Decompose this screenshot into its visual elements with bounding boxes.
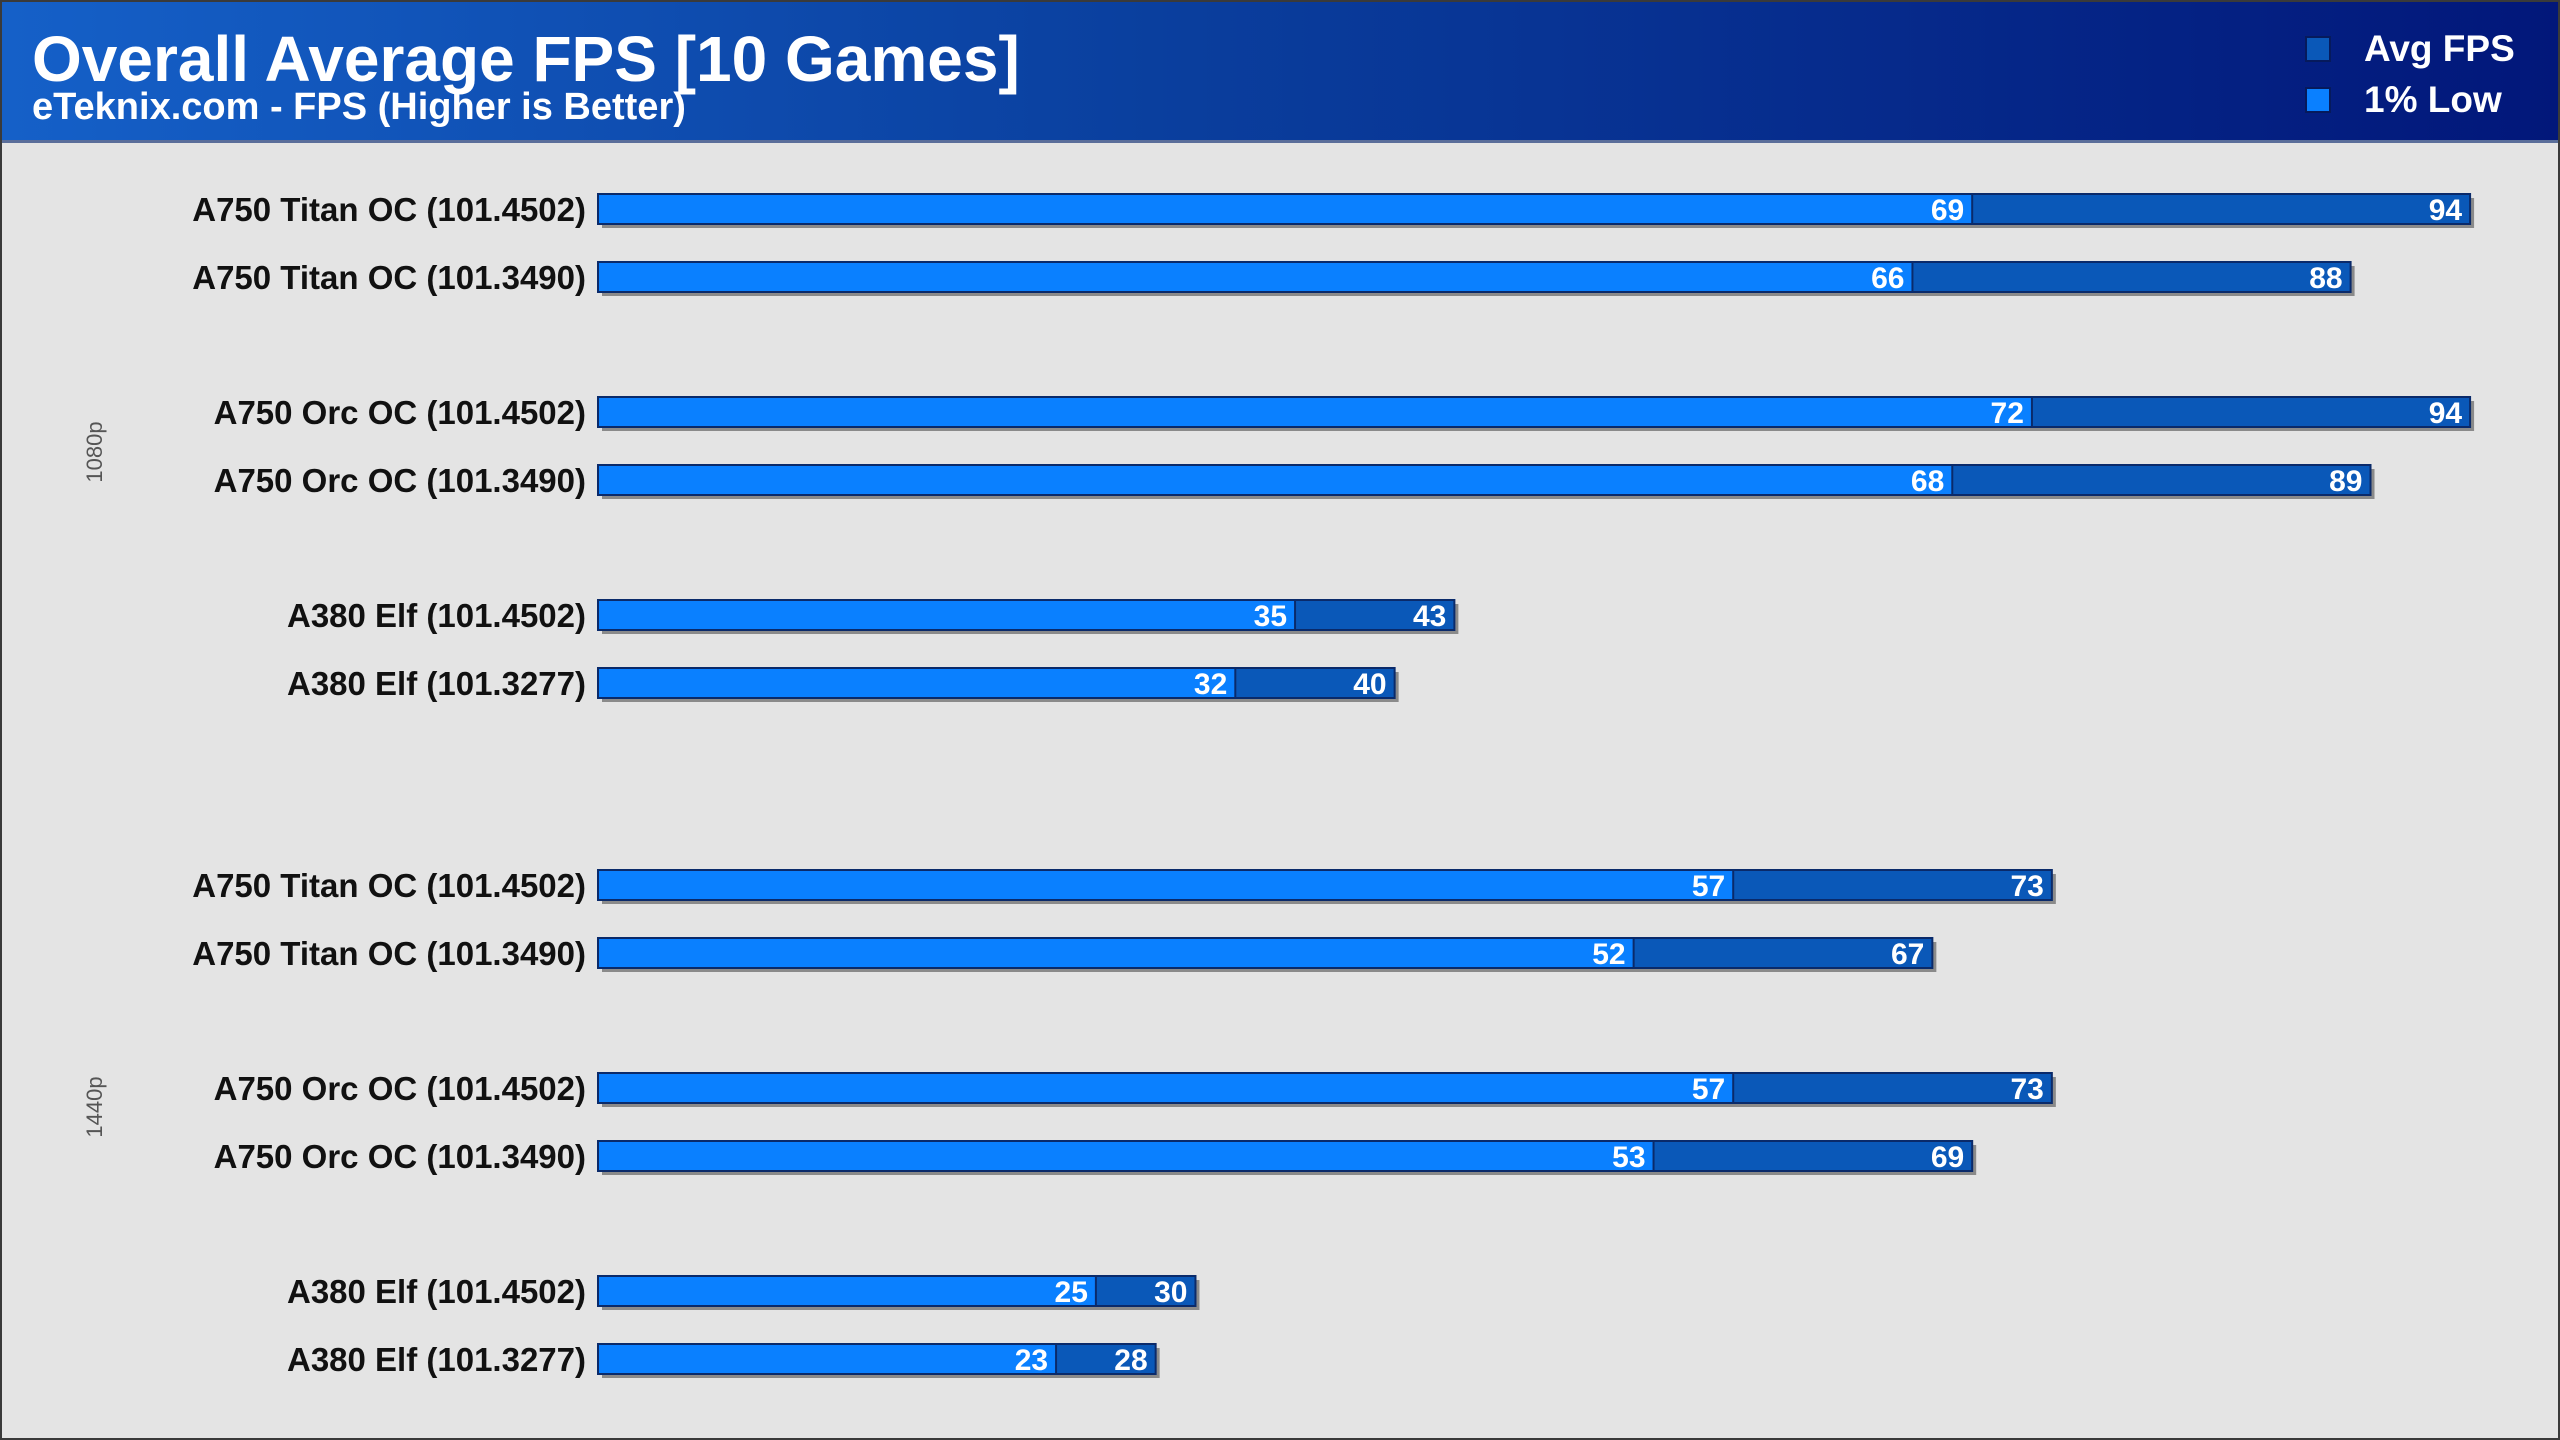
value-label-1pct-low: 23 — [1015, 1344, 1048, 1377]
bar-1pct-low — [597, 599, 1297, 631]
value-label-1pct-low: 69 — [1931, 194, 1964, 227]
value-label-avg-fps: 94 — [2429, 397, 2463, 430]
value-label-avg-fps: 43 — [1413, 600, 1446, 633]
value-label-1pct-low: 35 — [1254, 600, 1287, 633]
value-label-1pct-low: 52 — [1592, 938, 1625, 971]
group-label-1080p: 1080p — [82, 421, 107, 482]
value-label-1pct-low: 57 — [1692, 870, 1725, 903]
bar-1pct-low — [597, 667, 1237, 699]
value-label-1pct-low: 53 — [1612, 1141, 1645, 1174]
bar-1pct-low — [597, 937, 1635, 969]
bar-1pct-low — [597, 1343, 1058, 1375]
category-label: A750 Orc OC (101.4502) — [214, 1070, 586, 1107]
value-label-avg-fps: 73 — [2010, 1073, 2043, 1106]
chart-header: Overall Average FPS [10 Games] eTeknix.c… — [2, 2, 2558, 143]
category-label: A380 Elf (101.4502) — [287, 597, 586, 634]
value-label-avg-fps: 73 — [2010, 870, 2043, 903]
value-label-1pct-low: 57 — [1692, 1073, 1725, 1106]
bar-1pct-low — [597, 1140, 1655, 1172]
value-label-1pct-low: 72 — [1991, 397, 2024, 430]
category-label: A750 Orc OC (101.3490) — [214, 1138, 586, 1175]
category-label: A380 Elf (101.3277) — [287, 1341, 586, 1378]
bar-1pct-low — [597, 869, 1735, 901]
chart-title: Overall Average FPS [10 Games] — [32, 23, 1020, 95]
bar-1pct-low — [597, 1275, 1097, 1307]
category-label: A750 Titan OC (101.4502) — [192, 191, 586, 228]
category-label: A380 Elf (101.3277) — [287, 665, 586, 702]
value-label-1pct-low: 68 — [1911, 465, 1944, 498]
value-label-avg-fps: 94 — [2429, 194, 2463, 227]
value-label-1pct-low: 32 — [1194, 668, 1227, 701]
value-label-avg-fps: 28 — [1114, 1344, 1147, 1377]
category-label: A750 Orc OC (101.3490) — [214, 462, 586, 499]
category-label: A380 Elf (101.4502) — [287, 1273, 586, 1310]
chart-subtitle: eTeknix.com - FPS (Higher is Better) — [32, 86, 686, 128]
legend-label-1pct-low: 1% Low — [2364, 79, 2502, 120]
value-label-avg-fps: 89 — [2329, 465, 2362, 498]
value-label-avg-fps: 69 — [1931, 1141, 1964, 1174]
value-label-avg-fps: 67 — [1891, 938, 1924, 971]
bar-1pct-low — [597, 464, 1954, 496]
category-label: A750 Titan OC (101.3490) — [192, 259, 586, 296]
category-label: A750 Orc OC (101.4502) — [214, 394, 586, 431]
bar-1pct-low — [597, 261, 1914, 293]
legend-swatch-avg-fps — [2305, 36, 2331, 62]
value-label-1pct-low: 66 — [1871, 262, 1904, 295]
legend-swatch-1pct-low — [2305, 87, 2331, 113]
value-label-1pct-low: 25 — [1055, 1276, 1088, 1309]
value-label-avg-fps: 88 — [2309, 262, 2342, 295]
category-label: A750 Titan OC (101.3490) — [192, 935, 586, 972]
legend-label-avg-fps: Avg FPS — [2364, 28, 2515, 69]
bar-1pct-low — [597, 396, 2033, 428]
value-label-avg-fps: 40 — [1353, 668, 1386, 701]
bar-1pct-low — [597, 193, 1974, 225]
value-label-avg-fps: 30 — [1154, 1276, 1187, 1309]
bar-1pct-low — [597, 1072, 1735, 1104]
category-label: A750 Titan OC (101.4502) — [192, 867, 586, 904]
group-label-1440p: 1440p — [82, 1076, 107, 1137]
